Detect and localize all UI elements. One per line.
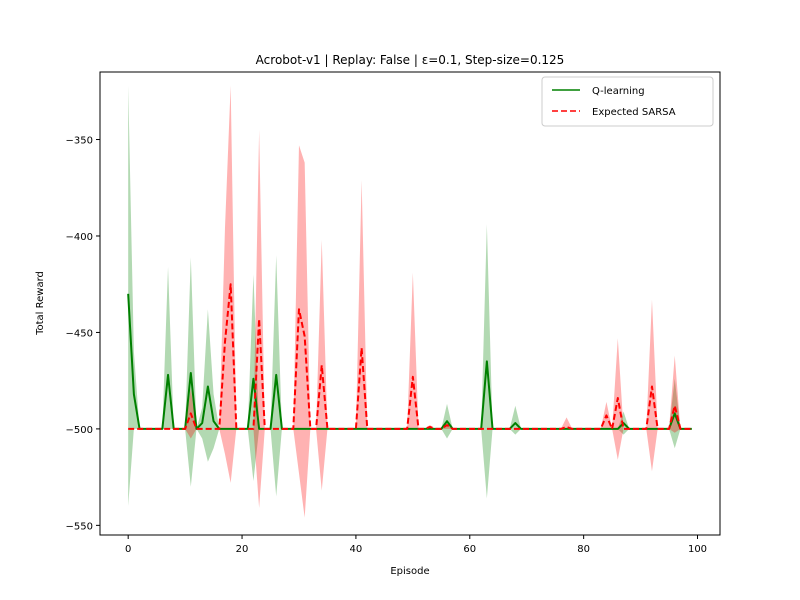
y-axis-label: Total Reward [35,271,46,336]
series-line-expected-sarsa [128,283,692,430]
y-tick-label: −550 [66,521,93,532]
x-axis-label: Episode [390,566,429,577]
y-tick-label: −450 [66,328,93,339]
plot-area [127,85,692,518]
axes-frame [99,71,721,536]
y-tick-label: −500 [66,425,93,436]
legend: Q-learning Expected SARSA [541,76,714,127]
y-tick-label: −350 [66,136,93,147]
x-tick-label: 20 [236,544,249,555]
x-tick-label: 0 [125,544,131,555]
x-tick-label: 100 [688,544,707,555]
x-tick-label: 60 [463,544,476,555]
y-tick-label: −400 [66,232,93,243]
x-tick-label: 80 [577,544,590,555]
legend-box [541,76,714,127]
legend-label-q-learning: Q-learning [592,86,645,97]
legend-label-expected-sarsa: Expected SARSA [592,107,676,118]
chart-title: Acrobot-v1 | Replay: False | ε=0.1, Step… [256,53,565,67]
axes: 0 20 40 60 80 100 −550 −500 −450 −400 −350 [66,71,721,555]
x-tick-label: 40 [350,544,363,555]
